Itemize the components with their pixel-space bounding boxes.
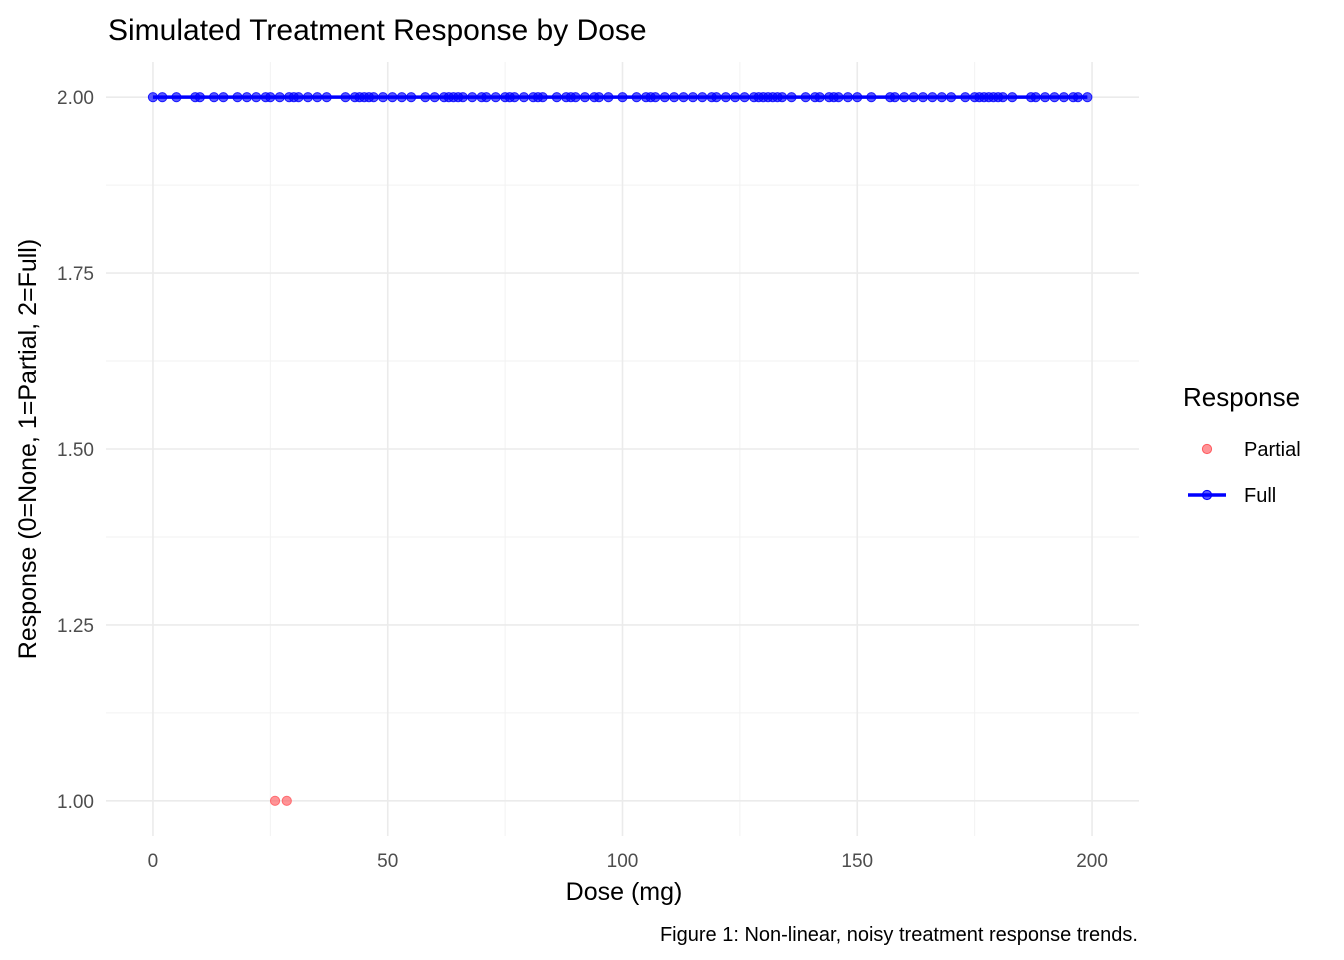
data-point-full: [711, 92, 722, 103]
y-tick-label: 1.00: [57, 792, 94, 813]
y-tick-label: 1.50: [57, 440, 94, 461]
data-point-full: [570, 92, 581, 103]
data-point-full: [936, 92, 947, 103]
x-tick-label: 50: [377, 851, 398, 872]
data-point-full: [1039, 92, 1051, 103]
chart-title: Simulated Treatment Response by Dose: [108, 14, 647, 47]
data-point-full: [917, 92, 929, 103]
data-point-full: [866, 92, 877, 103]
figure-caption: Figure 1: Non-linear, noisy treatment re…: [660, 924, 1138, 946]
data-point-full: [396, 92, 407, 103]
data-point-full: [1082, 92, 1093, 103]
data-point-full: [617, 92, 628, 103]
legend-title: Response: [1183, 382, 1300, 412]
data-point-full: [321, 92, 332, 103]
data-point-full: [669, 92, 680, 103]
data-point-full: [302, 92, 314, 103]
data-point-full: [551, 92, 562, 103]
legend: Response Partial Full: [1183, 382, 1301, 507]
data-point-full: [814, 92, 825, 103]
legend-key-point: [1201, 443, 1213, 455]
y-tick-labels: 1.00 1.25 1.50 1.75 2.00: [57, 88, 94, 813]
y-tick-label: 1.75: [57, 264, 94, 285]
data-point-full: [899, 92, 910, 103]
y-axis-title: Response (0=None, 1=Partial, 2=Full): [14, 239, 42, 659]
data-point-full: [509, 92, 520, 103]
legend-key-point: [1201, 489, 1213, 501]
data-point-full: [340, 92, 351, 103]
x-tick-label: 200: [1076, 851, 1108, 872]
data-point-full: [377, 92, 389, 103]
data-point-full: [194, 92, 206, 103]
data-point-full: [631, 92, 642, 103]
data-point-full: [720, 92, 731, 103]
data-point-full: [1049, 92, 1060, 103]
data-point-full: [946, 92, 957, 103]
data-point-full: [537, 92, 548, 103]
data-point-full: [147, 92, 159, 103]
data-point-full: [232, 92, 243, 103]
data-point-full: [157, 92, 168, 103]
data-point-full: [593, 92, 605, 103]
x-tick-labels: 0 50 100 150 200: [148, 851, 1108, 872]
legend-label: Partial: [1244, 439, 1301, 461]
grid: [106, 62, 1139, 836]
data-point-full: [1030, 92, 1041, 103]
x-axis-title: Dose (mg): [566, 878, 683, 906]
data-point-full: [777, 92, 788, 103]
data-point-full: [842, 92, 853, 103]
data-point-full: [786, 92, 797, 103]
data-point-full: [293, 92, 304, 103]
data-point-full: [800, 92, 811, 103]
data-point-full: [687, 92, 699, 103]
data-point-full: [659, 92, 670, 103]
data-point-full: [251, 92, 262, 103]
x-tick-label: 150: [841, 851, 873, 872]
data-point-full: [833, 92, 844, 103]
data-marks: [147, 92, 1093, 806]
data-point-full: [387, 92, 398, 103]
data-point-full: [490, 92, 501, 103]
data-point-full: [481, 92, 492, 103]
data-point-full: [678, 92, 689, 103]
data-point-full: [265, 92, 276, 103]
x-tick-label: 100: [607, 851, 639, 872]
data-point-full: [241, 92, 252, 103]
data-point-full: [312, 92, 323, 103]
data-point-full: [420, 92, 431, 103]
data-point-full: [467, 92, 478, 103]
data-point-full: [368, 92, 379, 103]
data-point-partial: [269, 795, 281, 806]
data-point-full: [429, 92, 440, 103]
data-point-full: [208, 92, 220, 103]
data-point-full: [697, 92, 708, 103]
data-point-full: [997, 92, 1008, 103]
legend-label: Full: [1244, 485, 1276, 507]
data-point-full: [1007, 92, 1018, 103]
data-point-partial: [281, 795, 292, 806]
data-point-full: [650, 92, 661, 103]
x-tick-label: 0: [148, 851, 159, 872]
data-point-full: [218, 92, 229, 103]
data-point-full: [579, 92, 591, 103]
data-point-full: [457, 92, 468, 103]
data-point-full: [518, 92, 529, 103]
data-point-full: [1058, 92, 1069, 103]
data-point-full: [927, 92, 938, 103]
data-point-full: [889, 92, 900, 103]
y-tick-label: 1.25: [57, 616, 94, 637]
data-point-full: [406, 92, 417, 103]
data-point-full: [739, 92, 750, 103]
data-point-full: [171, 92, 182, 103]
y-tick-label: 2.00: [57, 88, 94, 109]
data-point-full: [730, 92, 741, 103]
data-point-full: [274, 92, 285, 103]
data-point-full: [908, 92, 919, 103]
data-point-full: [1072, 92, 1084, 103]
data-point-full: [960, 92, 971, 103]
data-point-full: [852, 92, 863, 103]
data-point-full: [603, 92, 614, 103]
